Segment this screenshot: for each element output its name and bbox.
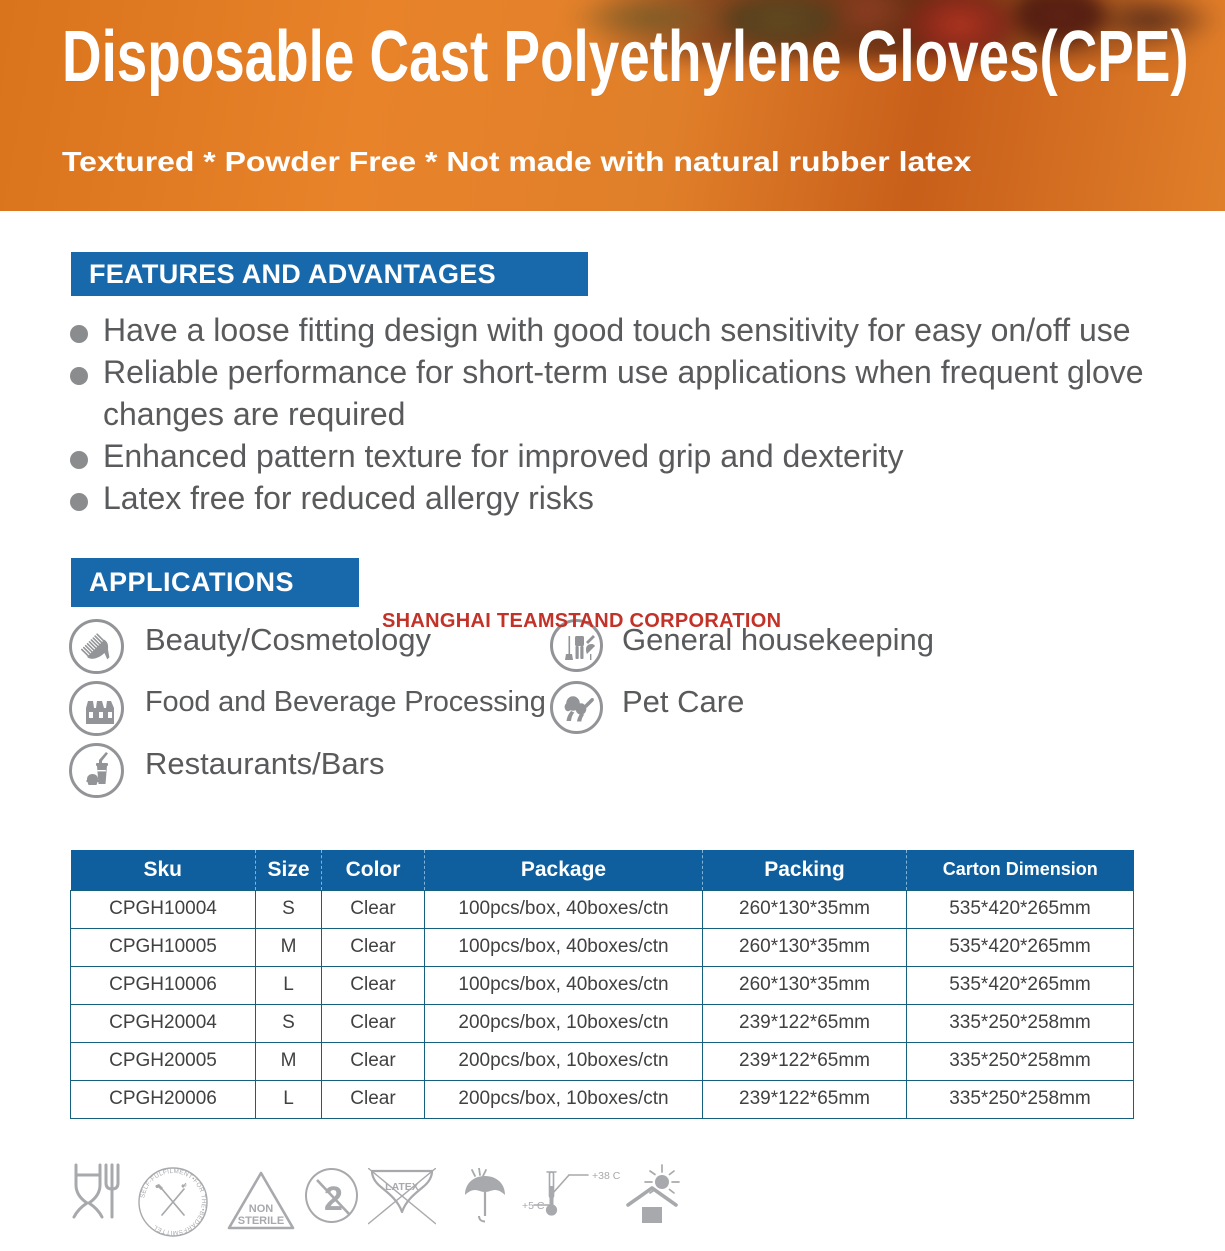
svg-text:+38 C: +38 C <box>592 1170 621 1182</box>
svg-text:NON: NON <box>249 1203 274 1215</box>
svg-text:+5 C: +5 C <box>522 1200 545 1212</box>
svg-text:STERILE: STERILE <box>238 1215 284 1227</box>
